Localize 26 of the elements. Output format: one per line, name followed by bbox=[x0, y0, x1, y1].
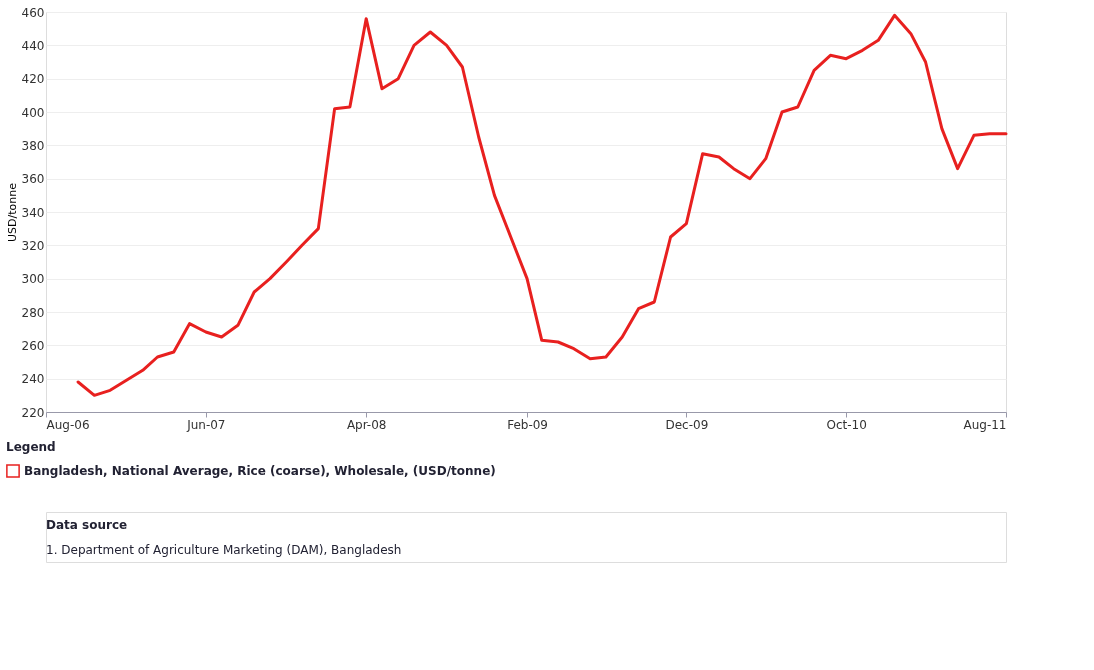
x-tick-label: Feb-09 bbox=[507, 417, 548, 432]
y-tick-label: 300 bbox=[21, 272, 45, 287]
y-tick-label: 260 bbox=[21, 338, 45, 353]
y-tick-label: 400 bbox=[21, 105, 45, 120]
x-tick-label: Apr-08 bbox=[346, 417, 387, 432]
x-tick-label: Oct-10 bbox=[826, 417, 867, 432]
y-tick-label: 340 bbox=[21, 205, 45, 220]
x-tick-label: Dec-09 bbox=[665, 417, 709, 432]
x-tick-label: Aug-06 bbox=[46, 417, 90, 432]
y-tick-label: 380 bbox=[21, 138, 45, 153]
x-tick-label: Aug-11 bbox=[963, 417, 1007, 432]
y-tick-label: 220 bbox=[21, 405, 45, 420]
y-tick-label: 460 bbox=[21, 5, 45, 20]
y-tick-label: 280 bbox=[21, 305, 45, 320]
y-tick-label: 440 bbox=[21, 38, 45, 53]
y-tick-label: 240 bbox=[21, 372, 45, 387]
x-tick-label: Jun-07 bbox=[186, 417, 226, 432]
y-tick-label: 360 bbox=[21, 172, 45, 187]
text: Data source bbox=[46, 517, 128, 532]
y-tick-label: 420 bbox=[21, 72, 45, 87]
legend-title: Legend bbox=[6, 440, 56, 454]
legend-label: Bangladesh, National Average, Rice (coarse), Wholesale, (USD/tonne) bbox=[24, 464, 496, 478]
y-axis-title: USD/tonne bbox=[5, 182, 19, 242]
y-tick-label: 320 bbox=[21, 238, 45, 253]
line-series bbox=[76, 13, 1008, 397]
text: 1. Department of Agriculture Marketing (DAM), Bangladesh bbox=[46, 542, 402, 557]
